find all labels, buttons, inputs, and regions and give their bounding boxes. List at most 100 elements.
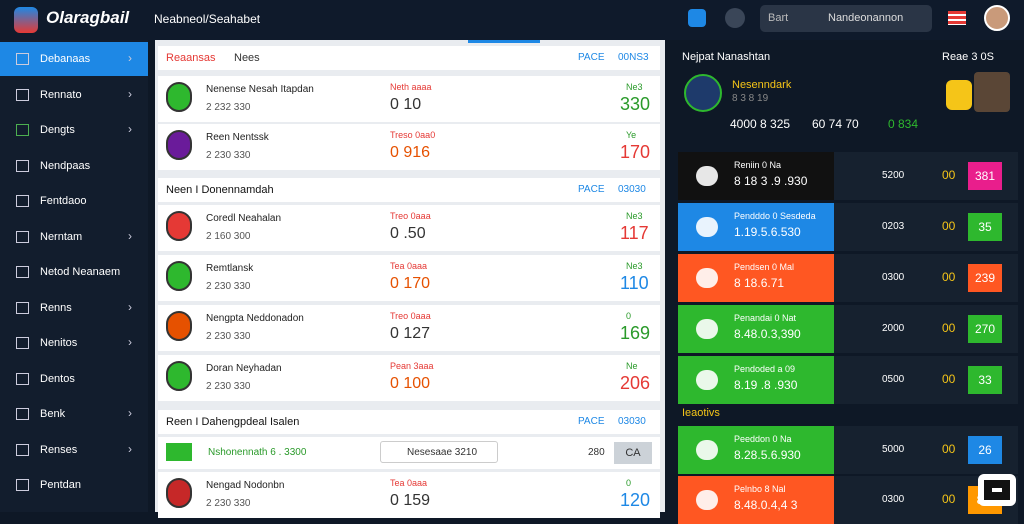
row-tag: Ne3 bbox=[626, 211, 643, 221]
chevron: › bbox=[128, 406, 132, 420]
row-badge[interactable]: 26 bbox=[968, 436, 1002, 464]
row-value[interactable]: 169 bbox=[620, 323, 651, 343]
sidebar-icon bbox=[16, 337, 29, 349]
app: Olaragbail Neabneol/Seahabet Bart Nandeonan… bbox=[0, 5, 1018, 524]
chevron: › bbox=[128, 86, 132, 101]
row-tag: Ne bbox=[626, 361, 638, 371]
bet-text: Nshonennath 6 . 3300 bbox=[208, 447, 307, 458]
list-row[interactable]: Pendoded a 09 8.19 .8 .930 0500 00 33 bbox=[678, 356, 1018, 404]
sidebar-item[interactable]: Netod Neanaem bbox=[0, 255, 148, 289]
icon-btn[interactable] bbox=[688, 9, 706, 27]
sidebar-item[interactable]: Renses › bbox=[0, 433, 148, 467]
list-row[interactable]: Pendddo 0 Sesdeda 1.19.5.6.530 0203 00 35 bbox=[678, 203, 1018, 251]
team-name: Coredl Neahalan bbox=[206, 213, 282, 224]
odd[interactable]: 0 10 bbox=[390, 96, 422, 113]
list-row[interactable]: Reniin 0 Na 8 18 3 .9 .930 5200 00 381 bbox=[678, 152, 1018, 200]
card-icon bbox=[696, 166, 718, 186]
sidebar-item[interactable]: Renns › bbox=[0, 291, 148, 325]
sidebar-item[interactable]: Pentdan bbox=[0, 468, 148, 502]
odd-label: Pean 3aaa bbox=[390, 361, 434, 371]
match-row[interactable]: Reen Nentssk 2 230 330 Treso 0aa0 0 916 Ye 17… bbox=[158, 124, 660, 170]
row-value[interactable]: 170 bbox=[620, 142, 651, 162]
odd[interactable]: 0 159 bbox=[390, 492, 431, 509]
sidebar-label: Renns bbox=[40, 301, 72, 314]
card-icon bbox=[696, 268, 718, 288]
sidebar-item[interactable]: Dentos bbox=[0, 362, 148, 396]
avatar[interactable] bbox=[984, 5, 1010, 31]
row-badge[interactable]: 381 bbox=[968, 162, 1002, 190]
card: Pendsen 0 Mal 8 18.6.71 bbox=[678, 254, 834, 302]
sidebar-label: Nendpaas bbox=[40, 159, 91, 172]
sidebar-icon bbox=[16, 230, 29, 243]
match-row[interactable]: Coredl Neahalan 2 160 300 Treo 0aaa 0 .50 Ne… bbox=[158, 205, 660, 251]
team-crest bbox=[166, 130, 192, 160]
row-badge[interactable]: 33 bbox=[968, 366, 1002, 394]
row-value[interactable]: 110 bbox=[620, 273, 649, 293]
menu[interactable]: Neabneol/Seahabet bbox=[154, 12, 261, 26]
logo[interactable]: Olaragbail bbox=[46, 8, 130, 27]
row-value[interactable]: 117 bbox=[620, 223, 649, 243]
team-name: Nengad Nodonbn bbox=[206, 480, 285, 491]
sidebar-item[interactable]: Nenitos › bbox=[0, 326, 148, 360]
match-time: 2 160 300 bbox=[206, 231, 251, 242]
match-row[interactable]: Nengpta Neddonadon 2 230 330 Treo 0aaa 0 12… bbox=[158, 305, 660, 351]
odd[interactable]: 0 916 bbox=[390, 144, 431, 161]
right-title: Nejpat Nanashtan bbox=[682, 51, 771, 63]
row-mid: 0300 bbox=[882, 272, 905, 283]
odd-label: Tea 0aaa bbox=[390, 261, 428, 271]
sidebar-item[interactable]: Debanaas › bbox=[0, 42, 148, 76]
odd-label: Treso 0aa0 bbox=[390, 130, 436, 140]
card-title: Pendsen 0 Mal bbox=[734, 262, 795, 272]
sidebar-item[interactable]: Dengts › bbox=[0, 113, 148, 147]
team-crest bbox=[166, 261, 192, 291]
match-row[interactable]: Nenense Nesah Itapdan 2 232 330 Neth aaaa 0… bbox=[158, 76, 660, 122]
section-header: Reen I Dahengpdeal Isalen PACE 03030 bbox=[158, 410, 660, 434]
search-text: Nandeonannon bbox=[828, 12, 904, 24]
team-name: Nenense Nesah Itapdan bbox=[206, 84, 314, 95]
filter[interactable]: Nees bbox=[234, 52, 260, 64]
sidebar-icon bbox=[16, 88, 29, 101]
row-badge[interactable]: 35 bbox=[968, 213, 1002, 241]
odd[interactable]: 0 127 bbox=[390, 325, 431, 342]
row-badge[interactable]: 239 bbox=[968, 264, 1002, 292]
list-row[interactable]: Penandai 0 Nat 8.48.0.3,390 2000 00 270 bbox=[678, 305, 1018, 353]
row-mid: 0300 bbox=[882, 494, 905, 505]
row-value[interactable]: 120 bbox=[620, 490, 651, 510]
sidebar-item[interactable]: Rennato › bbox=[0, 78, 148, 112]
sidebar-item[interactable]: Nendpaas bbox=[0, 149, 148, 183]
card-icon bbox=[696, 217, 718, 237]
match-row[interactable]: Nengad Nodonbn 2 230 330 Tea 0aaa 0 159 0 120 bbox=[158, 472, 660, 518]
sidebar-item[interactable]: Fentdaoo bbox=[0, 184, 148, 218]
row-value[interactable]: 206 bbox=[620, 373, 651, 393]
match-time: 2 230 330 bbox=[206, 331, 251, 342]
search[interactable] bbox=[760, 5, 932, 32]
list-row[interactable]: Peeddon 0 Na 8.28.5.6.930 5000 00 26 bbox=[678, 426, 1018, 474]
odd[interactable]: 0 170 bbox=[390, 275, 431, 292]
chevron: › bbox=[128, 51, 132, 65]
bet-plus[interactable] bbox=[166, 443, 192, 461]
section-label: Ieaotivs bbox=[682, 407, 720, 419]
sidebar-label: Benk bbox=[40, 408, 66, 420]
sidebar-item[interactable]: Nerntam › bbox=[0, 220, 148, 254]
odd[interactable]: 0 100 bbox=[390, 375, 431, 392]
row-badge[interactable]: 270 bbox=[968, 315, 1002, 343]
match-time: 2 230 330 bbox=[206, 498, 251, 509]
odd[interactable]: 0 .50 bbox=[390, 225, 426, 242]
team-name: Reen Nentssk bbox=[206, 132, 269, 143]
card-title: Peeddon 0 Na bbox=[734, 434, 792, 444]
row-value[interactable]: 330 bbox=[620, 94, 651, 114]
list-row[interactable]: Pendsen 0 Mal 8 18.6.71 0300 00 239 bbox=[678, 254, 1018, 302]
bet-field[interactable]: Nesesaae 3210 bbox=[380, 441, 498, 463]
card-icon bbox=[696, 370, 718, 390]
match-row[interactable]: Remtlansk 2 230 330 Tea 0aaa 0 170 Ne3 110 bbox=[158, 255, 660, 301]
row-tag: 00 bbox=[942, 321, 956, 335]
icon-btn[interactable] bbox=[725, 8, 745, 28]
float-btn[interactable] bbox=[978, 474, 1016, 506]
bet-button[interactable]: CA bbox=[614, 442, 652, 464]
sidebar-icon bbox=[16, 53, 29, 65]
team-crest bbox=[166, 478, 192, 508]
team-crest bbox=[166, 82, 192, 112]
match-row[interactable]: Doran Neyhadan 2 230 330 Pean 3aaa 0 100 Ne 2… bbox=[158, 355, 660, 401]
sidebar-item[interactable]: Benk › bbox=[0, 397, 148, 431]
